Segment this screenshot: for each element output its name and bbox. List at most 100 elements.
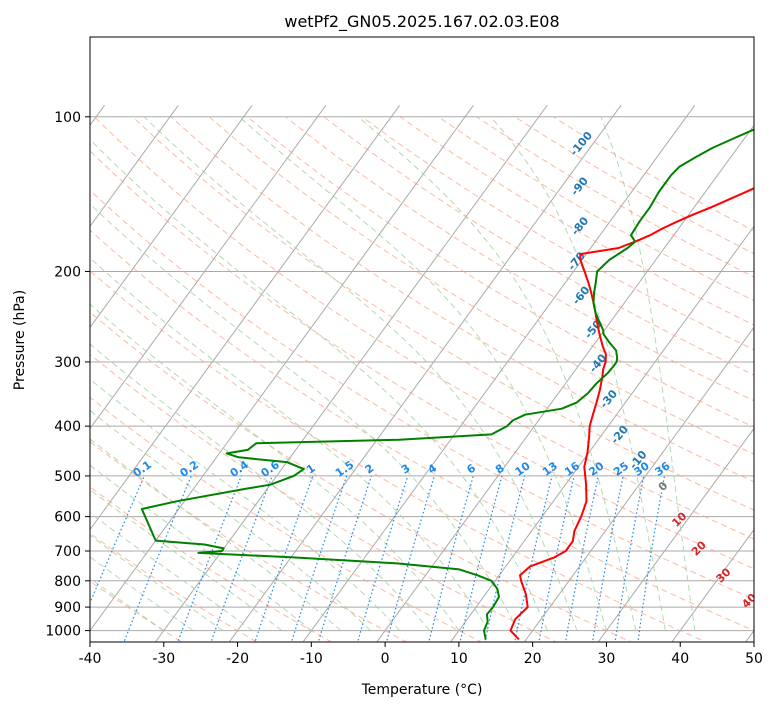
isotherm-line: [745, 629, 754, 642]
y-tick-label: 400: [54, 419, 81, 435]
dry-adiabat-line: [90, 270, 708, 642]
isotherm-line: [90, 105, 474, 632]
moist-adiabat-line: [490, 116, 666, 631]
y-tick-label: 1000: [45, 624, 81, 640]
y-axis-label: Pressure (hPa): [12, 290, 28, 390]
y-tick-label: 800: [54, 574, 81, 590]
chart-title: wetPf2_GN05.2025.167.02.03.E08: [284, 12, 559, 32]
dry-adiabat-line: [90, 532, 258, 642]
moist-adiabat-line: [90, 556, 194, 632]
mixing-ratio-line: [459, 475, 503, 642]
y-tick-label: 600: [54, 510, 81, 526]
dry-adiabat-line: [90, 353, 558, 642]
x-tick-label: 20: [524, 651, 542, 667]
dry-adiabat-line: [90, 396, 483, 642]
moist-adiabat-line: [90, 438, 342, 631]
mixing-ratio-label: 2: [363, 462, 377, 477]
moist-adiabat-line: [90, 303, 460, 631]
x-tick-label: 0: [381, 651, 390, 667]
x-tick-label: -20: [226, 651, 249, 667]
plot-area: 0.1 0.2 0.4 0.6 1 1.5 2 3 4 6 8 10 13 16 20 25 30 36-100-…: [90, 105, 759, 642]
isotherm-line: [228, 105, 622, 642]
y-tick-label: 300: [54, 355, 81, 371]
moist-adiabat-line: [90, 489, 283, 631]
moist-adiabat-line: [90, 257, 489, 631]
dry-adiabat-line: [170, 116, 754, 483]
isotherm-line: [154, 105, 548, 642]
mixing-ratio-label: 4: [426, 461, 440, 476]
moist-adiabat-label: 10: [669, 509, 689, 529]
isotherm-line: [449, 225, 754, 642]
mixing-ratio-line: [637, 475, 666, 642]
mixing-ratio-line: [177, 475, 242, 642]
dry-adiabat-line: [90, 486, 333, 642]
dry-adiabat-line: [90, 580, 183, 642]
x-tick-label: 10: [450, 651, 468, 667]
dewpoint-profile-line: [140, 128, 754, 640]
moist-adiabat-line: [90, 577, 165, 632]
mixing-ratio-line: [357, 475, 409, 642]
y-axis: 100 200 300 400 500 600 700 800 900 1000: [45, 110, 90, 640]
y-tick-label: 900: [54, 600, 81, 616]
dry-adiabat-line: [552, 116, 754, 232]
y-tick-label: 500: [54, 469, 81, 485]
mixing-ratio-line: [210, 475, 273, 642]
moist-adiabat-line: [90, 464, 312, 631]
moist-adiabat-line: [238, 116, 607, 631]
isotherm-line: [597, 427, 754, 642]
temperature-profile-line: [509, 187, 754, 641]
dry-adiabat-line: [246, 116, 754, 428]
mixing-ratio-line: [614, 475, 645, 642]
isotherm-label: -90: [568, 174, 591, 198]
mixing-ratio-line: [538, 475, 575, 642]
moist-adiabat-line: [357, 116, 637, 631]
dry-adiabat-line: [361, 116, 754, 351]
x-tick-label: -30: [152, 651, 175, 667]
mixing-ratio-label: 8: [493, 462, 507, 477]
mixing-ratio-line: [428, 475, 474, 642]
x-tick-label: 30: [598, 651, 616, 667]
mixing-ratio-line: [484, 475, 526, 642]
moist-adiabat-line: [90, 378, 401, 631]
moist-adiabat-line: [90, 343, 430, 631]
mixing-ratio-line: [254, 475, 314, 642]
moist-adiabat-label: 20: [689, 538, 709, 558]
x-tick-label: -40: [79, 651, 102, 667]
x-tick-label: 50: [745, 651, 763, 667]
isotherm-line: [90, 105, 327, 430]
plot-frame: [89, 36, 755, 643]
dry-adiabat-line: [90, 229, 754, 632]
mixing-ratio-line: [123, 475, 192, 642]
mixing-ratio-label: 0.4: [228, 458, 252, 480]
x-axis-label: Temperature (°C): [361, 682, 483, 698]
moist-adiabat-line: [143, 116, 578, 631]
mixing-ratio-line: [317, 475, 373, 642]
moist-adiabat-line: [90, 138, 548, 631]
y-tick-label: 200: [54, 264, 81, 280]
moist-adiabat-line: [90, 534, 224, 632]
moist-adiabat-line: [90, 512, 253, 632]
isotherm-line: [90, 105, 253, 329]
isotherm-line: [90, 105, 179, 228]
mixing-ratio-line: [592, 475, 624, 642]
isotherm-line: [376, 124, 754, 642]
dry-adiabat-line: [90, 311, 633, 642]
isotherm-line: [671, 528, 754, 642]
isotherm-label: -100: [567, 129, 595, 159]
x-tick-label: -10: [300, 651, 323, 667]
dry-adiabat-line: [90, 150, 754, 570]
mixing-ratio-line: [385, 475, 435, 642]
x-tick-label: 40: [671, 651, 689, 667]
moist-adiabat-label: 40: [739, 591, 759, 611]
dry-adiabat-line: [94, 116, 754, 540]
mixing-ratio-line: [290, 475, 348, 642]
moist-adiabat-line: [600, 116, 696, 631]
mixing-ratio-label: 0.1: [131, 458, 154, 480]
mixing-ratio-line: [514, 475, 553, 642]
y-tick-label: 100: [54, 110, 81, 126]
dry-adiabat-line: [90, 441, 408, 642]
dry-adiabat-line: [90, 189, 754, 600]
dry-adiabat-line: [208, 116, 754, 455]
mixing-ratio-line: [90, 475, 145, 605]
